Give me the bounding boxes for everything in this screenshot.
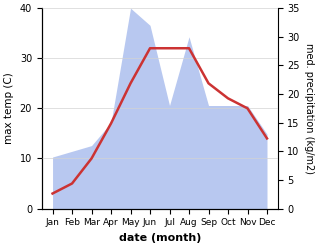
Y-axis label: max temp (C): max temp (C) bbox=[4, 72, 14, 144]
X-axis label: date (month): date (month) bbox=[119, 233, 201, 243]
Y-axis label: med. precipitation (kg/m2): med. precipitation (kg/m2) bbox=[304, 43, 314, 174]
